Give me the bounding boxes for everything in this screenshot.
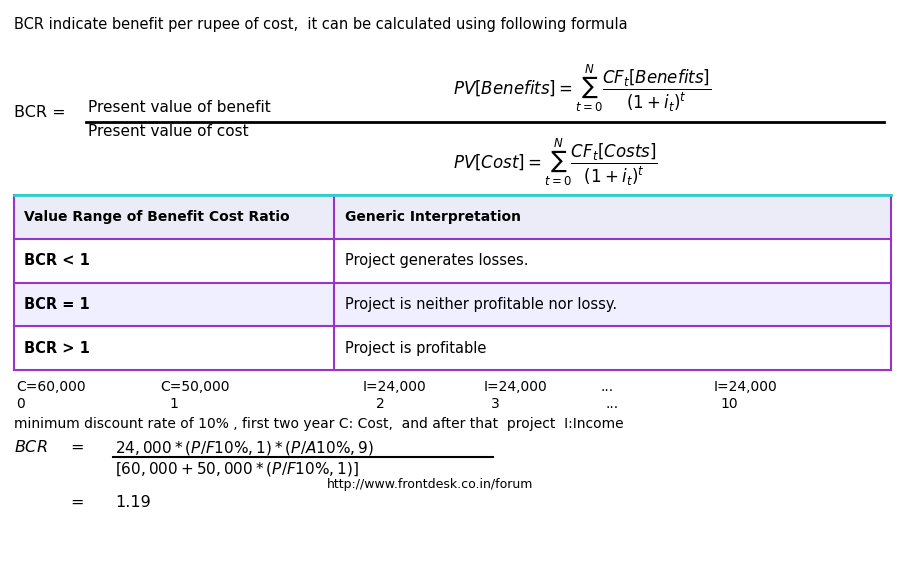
Text: 3: 3: [491, 397, 500, 411]
Bar: [14, 283, 891, 327]
Text: Project generates losses.: Project generates losses.: [345, 254, 529, 268]
Text: minimum discount rate of 10% , first two year C: Cost,  and after that  project : minimum discount rate of 10% , first two…: [14, 417, 624, 431]
Text: I=24,000: I=24,000: [363, 380, 426, 394]
Text: C=60,000: C=60,000: [16, 380, 86, 394]
Text: ...: ...: [605, 397, 618, 411]
Text: BCR > 1: BCR > 1: [24, 341, 91, 356]
Text: $BCR$: $BCR$: [14, 439, 47, 455]
Text: ...: ...: [601, 380, 614, 394]
Text: C=50,000: C=50,000: [160, 380, 230, 394]
Text: Value Range of Benefit Cost Ratio: Value Range of Benefit Cost Ratio: [24, 210, 290, 224]
Text: =: =: [71, 439, 84, 455]
Text: http://www.frontdesk.co.in/forum: http://www.frontdesk.co.in/forum: [327, 478, 533, 490]
Text: $\mathit{PV}[\mathit{Cost}] = \sum_{t=0}^{N} \dfrac{\mathit{CF}_t[\mathit{Costs}: $\mathit{PV}[\mathit{Cost}] = \sum_{t=0}…: [452, 137, 657, 188]
Text: 1.19: 1.19: [115, 494, 151, 510]
Text: BCR < 1: BCR < 1: [24, 254, 91, 268]
Bar: [14, 195, 891, 239]
Text: BCR =: BCR =: [14, 104, 65, 119]
Text: I=24,000: I=24,000: [484, 380, 548, 394]
Text: Present value of benefit: Present value of benefit: [88, 100, 271, 115]
Text: =: =: [71, 494, 84, 510]
Text: $[60,000+50,000*(P/F10\%,1)]$: $[60,000+50,000*(P/F10\%,1)]$: [115, 460, 359, 478]
Text: Present value of cost: Present value of cost: [88, 124, 249, 139]
Text: Generic Interpretation: Generic Interpretation: [345, 210, 520, 224]
Text: 10: 10: [720, 397, 738, 411]
Text: BCR = 1: BCR = 1: [24, 297, 91, 312]
Text: 2: 2: [376, 397, 385, 411]
Text: BCR indicate benefit per rupee of cost,  it can be calculated using following fo: BCR indicate benefit per rupee of cost, …: [14, 17, 627, 32]
Bar: [14, 239, 891, 283]
Text: Project is neither profitable nor lossy.: Project is neither profitable nor lossy.: [345, 297, 617, 312]
Text: I=24,000: I=24,000: [713, 380, 777, 394]
Text: $\mathit{PV}[\mathit{Benefits}] = \sum_{t=0}^{N} \dfrac{\mathit{CF}_t[\mathit{Be: $\mathit{PV}[\mathit{Benefits}] = \sum_{…: [452, 62, 710, 114]
Bar: [14, 327, 891, 371]
Text: Project is profitable: Project is profitable: [345, 341, 486, 356]
Text: 0: 0: [16, 397, 25, 411]
Text: 1: 1: [169, 397, 178, 411]
Text: $24,000*(P/F10\%,1)*(P/A10\%,9)$: $24,000*(P/F10\%,1)*(P/A10\%,9)$: [115, 439, 374, 457]
